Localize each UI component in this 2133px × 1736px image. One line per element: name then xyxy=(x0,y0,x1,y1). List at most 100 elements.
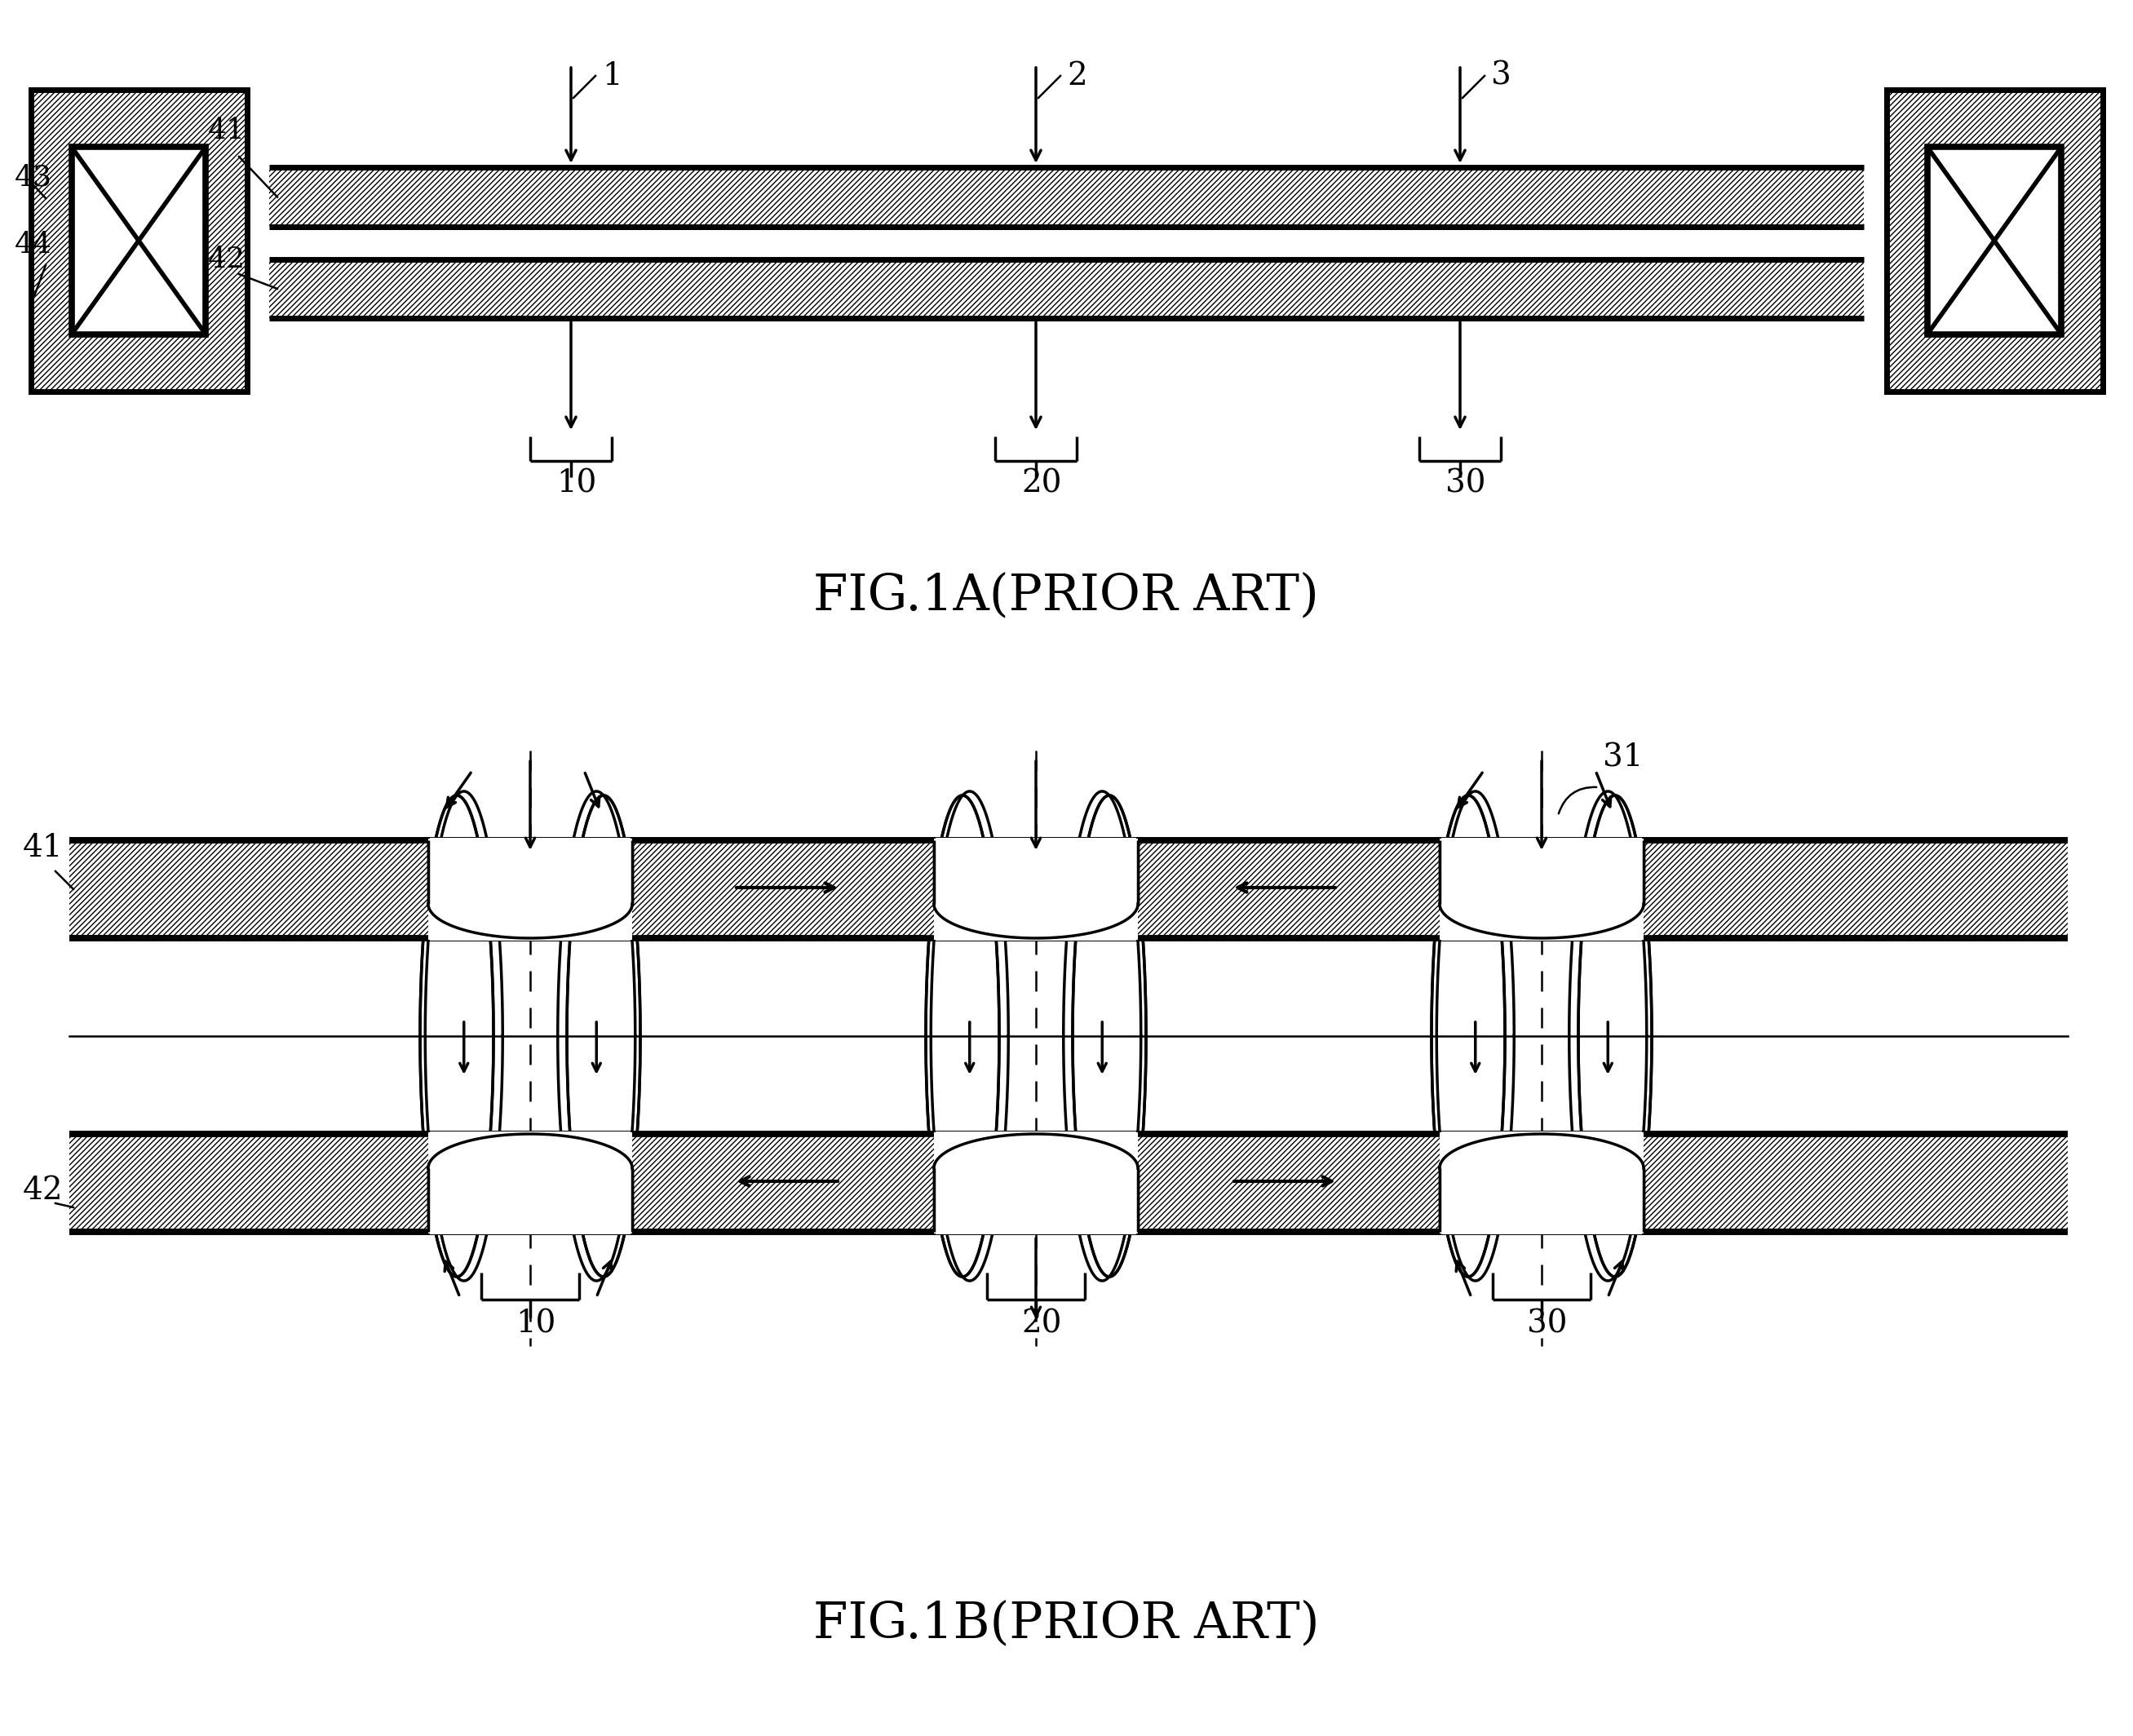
Text: 43: 43 xyxy=(15,163,53,191)
Bar xyxy=(1062,840,1143,937)
Bar xyxy=(418,1134,495,1233)
Bar xyxy=(1568,840,1649,937)
Bar xyxy=(1576,1134,1653,1233)
Bar xyxy=(30,90,247,392)
Bar xyxy=(429,1132,631,1234)
Bar xyxy=(930,840,1011,937)
Bar xyxy=(1429,840,1506,937)
Bar xyxy=(934,1132,1137,1234)
Bar xyxy=(934,838,1137,939)
Bar xyxy=(1442,838,1642,941)
Bar xyxy=(424,1135,503,1231)
Bar xyxy=(1442,1132,1642,1234)
Text: 41: 41 xyxy=(209,116,245,144)
Bar xyxy=(934,1132,1137,1234)
Text: 10: 10 xyxy=(557,469,597,498)
Bar xyxy=(565,840,642,937)
Bar xyxy=(565,1134,642,1233)
Bar xyxy=(936,838,1137,941)
Bar xyxy=(924,1134,1000,1233)
Bar xyxy=(1440,838,1645,939)
Bar xyxy=(930,840,1011,937)
Text: FIG.1A(PRIOR ART): FIG.1A(PRIOR ART) xyxy=(813,571,1318,620)
Bar xyxy=(1436,840,1517,937)
Bar xyxy=(557,1135,638,1231)
Bar xyxy=(934,1132,1137,1234)
Bar xyxy=(431,1132,631,1234)
Bar xyxy=(1576,1134,1653,1233)
Bar xyxy=(70,840,2067,937)
Text: 2: 2 xyxy=(1066,61,1088,92)
Bar xyxy=(557,840,638,937)
Bar xyxy=(418,840,495,937)
Bar xyxy=(1436,1135,1517,1231)
Bar xyxy=(418,840,495,937)
Text: 20: 20 xyxy=(1022,1309,1062,1338)
Text: 44: 44 xyxy=(15,231,51,259)
Text: FIG.1B(PRIOR ART): FIG.1B(PRIOR ART) xyxy=(813,1599,1318,1647)
Bar xyxy=(936,1132,1137,1234)
Bar xyxy=(1568,840,1649,937)
Bar xyxy=(565,840,642,937)
Bar xyxy=(429,838,631,939)
Bar xyxy=(1440,838,1645,939)
Bar xyxy=(73,148,205,335)
Bar xyxy=(924,840,1000,937)
Bar xyxy=(1576,840,1653,937)
Bar xyxy=(1071,1134,1148,1233)
Bar xyxy=(1429,840,1506,937)
Text: 42: 42 xyxy=(23,1175,64,1207)
Bar xyxy=(1576,840,1653,937)
Bar xyxy=(924,840,1000,937)
Text: 42: 42 xyxy=(209,245,245,273)
Bar xyxy=(1429,1134,1506,1233)
Bar xyxy=(1928,148,2060,335)
Text: 30: 30 xyxy=(1446,469,1487,498)
Bar xyxy=(429,1132,631,1234)
Bar xyxy=(930,1135,1011,1231)
Bar xyxy=(1440,838,1645,939)
Bar xyxy=(1436,1135,1517,1231)
Bar xyxy=(924,1134,1000,1233)
Bar xyxy=(930,1135,1011,1231)
Bar xyxy=(1440,1132,1645,1234)
Bar xyxy=(1568,1135,1649,1231)
Bar xyxy=(1071,840,1148,937)
Bar xyxy=(1886,90,2103,392)
Bar xyxy=(565,1134,642,1233)
Bar xyxy=(924,1134,1000,1233)
Bar xyxy=(424,840,503,937)
Bar xyxy=(1071,1134,1148,1233)
Bar xyxy=(1071,1134,1148,1233)
Bar xyxy=(1071,840,1148,937)
Bar xyxy=(269,167,1864,227)
Bar xyxy=(429,1132,631,1234)
Bar xyxy=(1436,840,1517,937)
Bar xyxy=(565,840,642,937)
Bar xyxy=(418,840,495,937)
Text: 1: 1 xyxy=(602,61,623,92)
Bar xyxy=(1928,148,2060,335)
Bar xyxy=(1429,840,1506,937)
Text: 3: 3 xyxy=(1491,61,1512,92)
FancyArrowPatch shape xyxy=(1559,786,1595,814)
Text: 20: 20 xyxy=(1022,469,1062,498)
Bar xyxy=(1440,1132,1645,1234)
Bar xyxy=(1568,1135,1649,1231)
Bar xyxy=(1429,1134,1506,1233)
Bar xyxy=(1062,1135,1143,1231)
Bar xyxy=(424,840,503,937)
Bar xyxy=(1886,90,2103,392)
Bar xyxy=(557,840,638,937)
Bar xyxy=(418,1134,495,1233)
Text: 31: 31 xyxy=(1602,743,1642,773)
Bar xyxy=(934,838,1137,939)
Bar xyxy=(1576,840,1653,937)
Bar xyxy=(424,1135,503,1231)
Bar xyxy=(565,1134,642,1233)
Bar xyxy=(431,838,631,941)
Bar xyxy=(934,838,1137,939)
Bar xyxy=(30,90,247,392)
Bar xyxy=(557,1135,638,1231)
Bar xyxy=(429,838,631,939)
